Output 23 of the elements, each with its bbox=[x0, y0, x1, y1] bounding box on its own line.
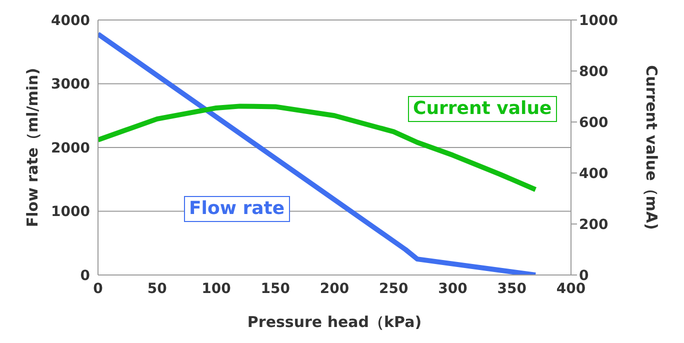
y2-tick-label: 600 bbox=[579, 114, 608, 131]
y2-tick-label: 400 bbox=[579, 166, 608, 182]
x-tick-label: 350 bbox=[497, 280, 527, 297]
y2-tick-label: 1000 bbox=[579, 12, 618, 29]
y-tick-label: 1000 bbox=[51, 204, 90, 220]
x-tick-label: 0 bbox=[93, 280, 104, 297]
y-axis-title: Flow rate（ml/min) bbox=[23, 68, 42, 228]
x-axis-title: Pressure head（kPa) bbox=[247, 313, 422, 331]
series-label: Current value bbox=[408, 96, 557, 122]
y2-tick-label: 200 bbox=[579, 216, 608, 233]
x-tick-label: 200 bbox=[320, 280, 350, 297]
y-tick-label: 4000 bbox=[51, 12, 90, 29]
y2-tick-label: 800 bbox=[579, 64, 608, 80]
series-label: Flow rate bbox=[184, 196, 290, 222]
x-tick-label: 100 bbox=[202, 280, 232, 297]
y-tick-label: 0 bbox=[80, 268, 90, 284]
x-tick-label: 300 bbox=[438, 280, 468, 297]
x-tick-label: 50 bbox=[147, 280, 168, 297]
y-tick-label: 3000 bbox=[51, 76, 90, 93]
y-tick-label: 2000 bbox=[51, 140, 90, 156]
y2-axis-title: Current value（mA) bbox=[642, 65, 661, 230]
x-tick-label: 150 bbox=[260, 280, 290, 297]
x-tick-label: 250 bbox=[379, 280, 408, 297]
